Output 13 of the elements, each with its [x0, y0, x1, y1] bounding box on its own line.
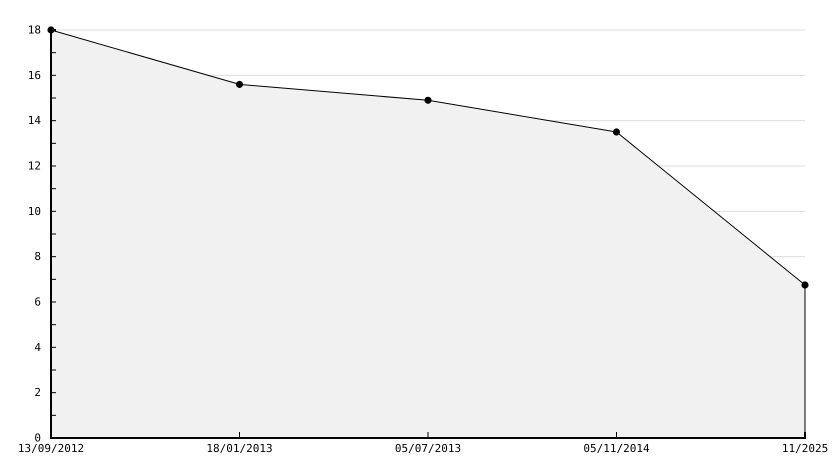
y-tick-label: 10	[28, 204, 41, 218]
y-tick-label: 6	[34, 296, 41, 309]
y-tick-label: 14	[28, 114, 42, 128]
x-tick-label: 11/2025	[782, 442, 828, 455]
x-tick-label: 18/01/2013	[206, 442, 273, 455]
x-tick-label: 05/11/2014	[583, 442, 650, 455]
y-tick-label: 2	[34, 386, 41, 400]
y-tick-label: 4	[34, 340, 42, 354]
y-tick-label: 16	[28, 68, 41, 82]
y-tick-label: 8	[34, 250, 41, 264]
x-tick-label: 05/07/2013	[394, 442, 462, 455]
y-tick-label: 12	[28, 160, 41, 173]
y-tick-label: 18	[28, 24, 41, 37]
